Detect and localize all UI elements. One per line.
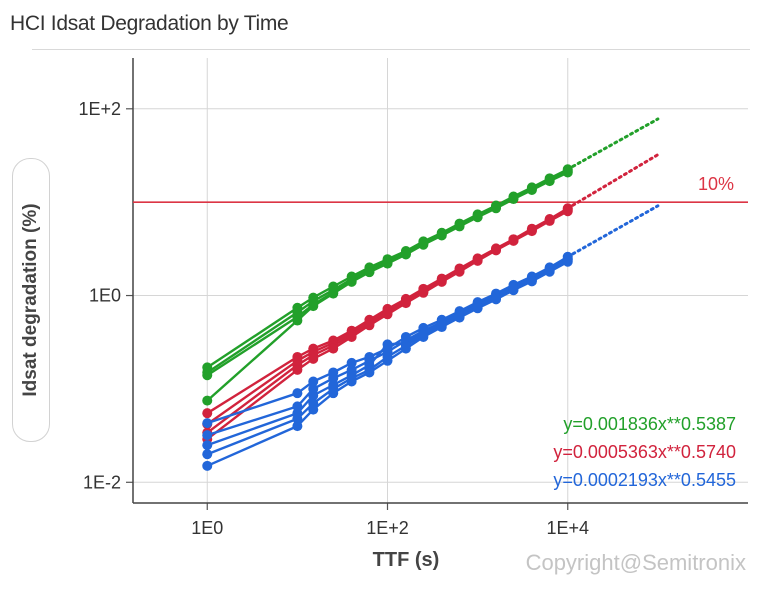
extrapolation-line <box>566 204 660 259</box>
extrapolation-line <box>566 153 660 210</box>
data-point <box>202 408 213 419</box>
grid-layer <box>133 58 748 503</box>
axes-layer: 1E0 1E+2 1E+4 1E-2 1E0 1E+2 TTF (s) <box>78 58 748 571</box>
data-point <box>544 215 555 226</box>
data-point <box>454 221 465 232</box>
data-point <box>346 331 357 342</box>
threshold-layer: 10% <box>133 174 748 203</box>
data-point <box>346 357 357 368</box>
data-point <box>562 206 573 217</box>
data-point <box>562 167 573 178</box>
data-point <box>364 367 375 378</box>
data-point <box>508 285 519 296</box>
x-tick-label: 1E+4 <box>546 518 589 538</box>
data-point <box>508 235 519 246</box>
data-point <box>364 320 375 331</box>
data-point <box>400 298 411 309</box>
data-point <box>292 364 303 375</box>
data-point <box>418 331 429 342</box>
y-tick-label: 1E-2 <box>83 472 121 492</box>
data-point <box>562 256 573 267</box>
data-point <box>382 258 393 269</box>
data-point <box>472 255 483 266</box>
data-point <box>491 203 502 214</box>
data-point <box>292 315 303 326</box>
data-point <box>202 430 213 441</box>
data-point <box>364 267 375 278</box>
data-point <box>328 288 339 299</box>
label-layer: y=0.001836x**0.5387 y=0.0005363x**0.5740 y… <box>526 414 746 575</box>
data-point <box>508 194 519 205</box>
data-point <box>436 322 447 333</box>
data-point <box>328 343 339 354</box>
data-point <box>308 353 319 364</box>
data-point <box>328 388 339 399</box>
data-point <box>544 266 555 277</box>
data-point <box>382 339 393 350</box>
data-point <box>400 249 411 260</box>
data-point <box>491 294 502 305</box>
data-point <box>454 266 465 277</box>
data-point <box>400 343 411 354</box>
data-point <box>202 418 213 429</box>
data-point <box>526 226 537 237</box>
data-point <box>202 370 213 381</box>
x-tick-label: 1E+2 <box>366 518 409 538</box>
data-point <box>202 440 213 451</box>
data-point <box>436 230 447 241</box>
data-point <box>436 276 447 287</box>
threshold-label: 10% <box>698 174 734 194</box>
series-layer <box>202 117 660 471</box>
data-point <box>418 287 429 298</box>
data-point <box>308 390 319 401</box>
extrapolation-line <box>566 117 660 171</box>
y-tick-label: 1E0 <box>89 286 121 306</box>
data-point <box>491 245 502 256</box>
data-point <box>292 388 303 399</box>
data-point <box>544 176 555 187</box>
data-point <box>292 413 303 424</box>
copyright-watermark: Copyright@Semitronix <box>526 550 746 575</box>
y-axis-label-pill: Idsat degradation (%) <box>12 158 50 442</box>
chart-title: HCI Idsat Degradation by Time <box>10 12 289 35</box>
data-point <box>202 395 213 406</box>
fit-equation-label: y=0.0002193x**0.5455 <box>553 470 736 490</box>
data-point <box>308 301 319 312</box>
data-point <box>418 239 429 250</box>
data-point <box>382 355 393 366</box>
data-point <box>346 376 357 387</box>
data-point <box>526 185 537 196</box>
data-point <box>292 421 303 432</box>
x-axis-label: TTF (s) <box>373 549 440 571</box>
data-point <box>454 312 465 323</box>
y-tick-label: 1E+2 <box>78 99 121 119</box>
data-point <box>472 212 483 223</box>
data-point <box>202 460 213 471</box>
data-point <box>308 376 319 387</box>
data-point <box>382 309 393 320</box>
title-divider <box>32 49 750 50</box>
data-point <box>202 449 213 460</box>
x-tick-label: 1E0 <box>191 518 223 538</box>
data-point <box>346 276 357 287</box>
fit-equation-label: y=0.001836x**0.5387 <box>563 414 736 434</box>
fit-equation-label: y=0.0005363x**0.5740 <box>553 442 736 462</box>
data-point <box>472 303 483 314</box>
data-point <box>308 404 319 415</box>
data-point <box>526 276 537 287</box>
